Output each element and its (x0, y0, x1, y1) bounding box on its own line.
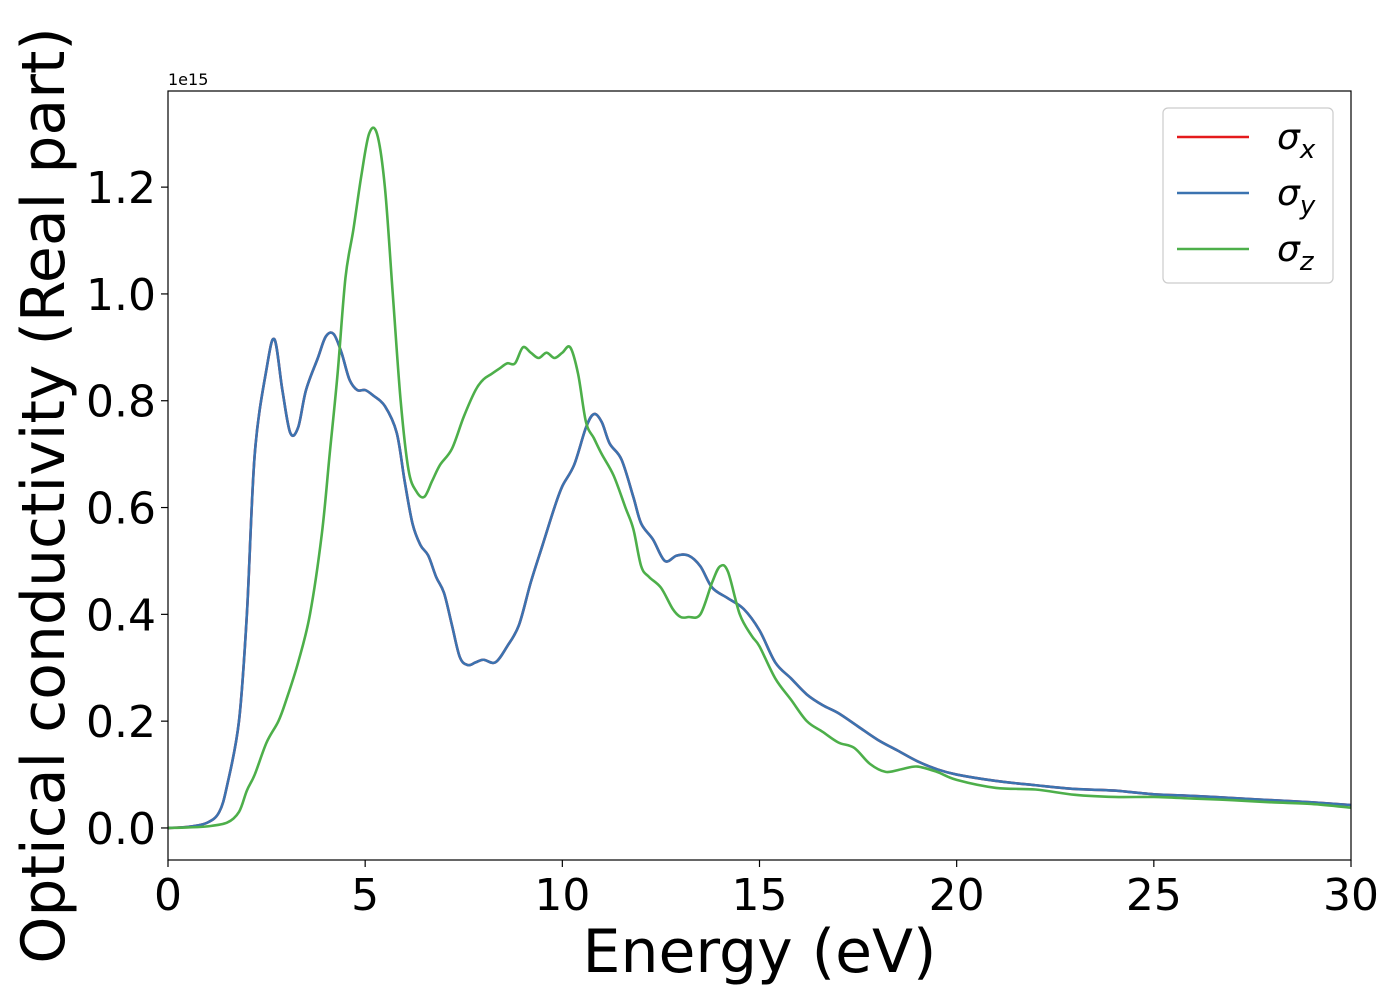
x-tick-label: 20 (929, 870, 985, 921)
y-tick-label: 0.6 (86, 484, 156, 535)
series-line-y (168, 331, 1351, 830)
y-offset-text: 1e15 (168, 70, 208, 89)
legend-item-x: σx (1177, 117, 1316, 165)
series-line-x (168, 331, 1351, 830)
x-tick-label: 5 (351, 870, 379, 921)
y-tick-label: 0.4 (86, 590, 156, 641)
y-axis-label: Optical conductivity (Real part) (9, 27, 79, 964)
legend-label: σy (1277, 173, 1316, 221)
legend-label: σx (1277, 117, 1316, 165)
x-tick-label: 15 (732, 870, 788, 921)
legend-box (1162, 107, 1334, 284)
y-tick-label: 0.8 (86, 377, 156, 428)
x-tick-label: 30 (1323, 870, 1379, 921)
series-layer (168, 126, 1351, 830)
y-tick-label: 0.0 (86, 804, 156, 855)
x-axis-label: Energy (eV) (583, 917, 937, 987)
legend: σx σy σz (1162, 107, 1334, 284)
y-tick-label: 1.2 (86, 163, 156, 214)
axes-layer: 0 5 10 15 20 25 30 0.0 0.2 0.4 0.6 0.8 1.0 1.2 (86, 90, 1379, 921)
y-tick-label: 0.2 (86, 697, 156, 748)
y-tick-label: 1.0 (86, 270, 156, 321)
x-tick-label: 25 (1126, 870, 1182, 921)
series-line-z (168, 126, 1351, 830)
legend-item-z: σz (1177, 229, 1315, 277)
legend-item-y: σy (1177, 173, 1316, 221)
x-tick-label: 10 (534, 870, 590, 921)
x-tick-label: 0 (154, 870, 182, 921)
legend-label: σz (1277, 229, 1315, 277)
